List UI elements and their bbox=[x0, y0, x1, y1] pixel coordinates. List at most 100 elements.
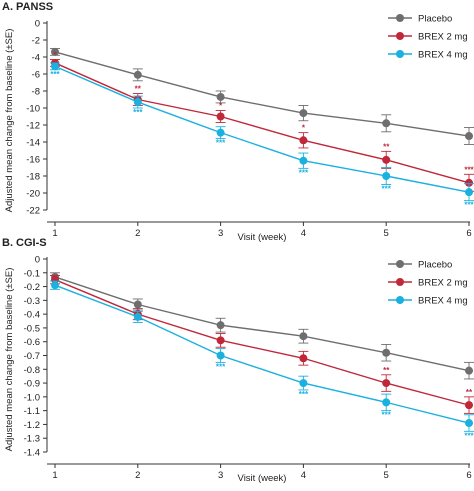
x-tick-label: 5 bbox=[384, 470, 389, 481]
x-tick-label: 1 bbox=[52, 228, 57, 239]
legend-label: BREX 4 mg bbox=[418, 296, 468, 307]
y-tick-label: -14 bbox=[26, 138, 40, 149]
data-point bbox=[51, 275, 59, 284]
y-tick-label: -4 bbox=[32, 53, 40, 64]
data-point bbox=[382, 398, 391, 407]
y-tick-label: -20 bbox=[26, 189, 40, 200]
series-brex-2-mg: ********** bbox=[50, 51, 474, 192]
data-point bbox=[216, 321, 225, 330]
series-brex-4-mg: *** *** *** *** *** *** bbox=[50, 62, 474, 210]
y-tick-label: 0 bbox=[35, 19, 40, 30]
series-brex-4-mg: *** *** *** *** bbox=[50, 280, 474, 440]
data-point bbox=[382, 172, 391, 180]
data-point bbox=[216, 112, 225, 121]
data-point bbox=[465, 401, 473, 410]
x-tick-label: 2 bbox=[135, 228, 140, 239]
series-line bbox=[54, 279, 470, 406]
y-tick-label: -1.3 bbox=[24, 434, 40, 445]
data-point bbox=[133, 300, 142, 309]
significance-annotation: *** bbox=[216, 139, 226, 148]
significance-annotation: *** bbox=[133, 108, 143, 117]
y-tick-label: -0.1 bbox=[24, 268, 40, 279]
series-line bbox=[54, 65, 470, 193]
y-tick-label: -0.5 bbox=[24, 323, 40, 334]
data-point bbox=[299, 332, 308, 341]
x-tick-label: 6 bbox=[466, 470, 471, 481]
significance-annotation: *** bbox=[382, 185, 392, 194]
legend: Placebo BREX 2 mg BREX 4 mg bbox=[388, 14, 468, 61]
x-tick-label: 4 bbox=[301, 228, 306, 239]
data-point bbox=[299, 379, 308, 388]
legend-marker bbox=[396, 14, 404, 22]
legend: Placebo BREX 2 mg BREX 4 mg bbox=[388, 260, 468, 307]
chart-panel-1: A. PANSS 0 -2 -4 -6 -8 -10 -12 -14 -16 -18 -20 -22 1 2… bbox=[2, 1, 474, 243]
legend-label: Placebo bbox=[418, 14, 452, 25]
y-tick-label: -1.2 bbox=[24, 420, 40, 431]
significance-annotation: ** bbox=[383, 366, 390, 375]
y-tick-label: -0.2 bbox=[24, 282, 40, 293]
y-tick-label: -18 bbox=[26, 172, 40, 183]
legend-marker bbox=[396, 32, 404, 40]
x-axis-label: Visit (week) bbox=[238, 473, 287, 484]
series-placebo bbox=[50, 47, 474, 146]
x-tick-label: 3 bbox=[218, 470, 223, 481]
y-tick-label: -8 bbox=[32, 87, 40, 98]
x-tick-label: 2 bbox=[135, 470, 140, 481]
y-tick-label: -0.7 bbox=[24, 351, 40, 362]
x-axis-label: Visit (week) bbox=[238, 232, 287, 243]
legend-label: BREX 4 mg bbox=[418, 50, 468, 61]
legend-label: BREX 2 mg bbox=[418, 278, 468, 289]
data-point bbox=[299, 136, 308, 145]
significance-annotation: ** bbox=[466, 388, 473, 397]
x-tick-label: 4 bbox=[301, 470, 306, 481]
x-tick-label: 5 bbox=[384, 228, 389, 239]
series-line bbox=[54, 62, 470, 184]
data-point bbox=[382, 119, 391, 128]
y-tick-label: -2 bbox=[32, 36, 40, 47]
legend-marker bbox=[396, 50, 404, 58]
data-point bbox=[133, 70, 142, 79]
data-point bbox=[465, 178, 473, 187]
y-tick-label: -0.8 bbox=[24, 365, 40, 376]
chart-title: A. PANSS bbox=[2, 1, 53, 13]
data-point bbox=[51, 47, 59, 56]
data-point bbox=[133, 98, 142, 107]
series-line bbox=[54, 284, 470, 424]
data-point bbox=[465, 366, 473, 375]
data-point bbox=[216, 92, 225, 101]
data-point bbox=[465, 188, 473, 197]
legend-marker bbox=[396, 260, 404, 268]
data-point bbox=[382, 348, 391, 357]
data-point bbox=[465, 132, 473, 141]
significance-annotation: *** bbox=[216, 362, 226, 371]
y-axis-label: Adjusted mean change from baseline (±SE) bbox=[4, 29, 15, 213]
significance-annotation: *** bbox=[299, 390, 309, 399]
data-point bbox=[133, 312, 142, 321]
data-point bbox=[299, 354, 308, 363]
y-tick-label: -22 bbox=[26, 206, 40, 217]
data-point bbox=[51, 62, 59, 71]
significance-annotation: *** bbox=[50, 70, 60, 79]
significance-annotation: *** bbox=[382, 411, 392, 420]
y-tick-label: -0.3 bbox=[24, 296, 40, 307]
data-point bbox=[465, 419, 473, 428]
data-point bbox=[51, 281, 59, 290]
legend-marker bbox=[396, 296, 404, 304]
significance-annotation: *** bbox=[464, 165, 474, 174]
y-tick-label: -1.0 bbox=[24, 392, 40, 403]
data-point bbox=[299, 156, 308, 165]
legend-label: BREX 2 mg bbox=[418, 32, 468, 43]
data-point bbox=[382, 379, 391, 388]
x-tick-label: 1 bbox=[52, 470, 57, 481]
x-tick-label: 3 bbox=[218, 228, 223, 239]
series-line bbox=[54, 276, 470, 372]
significance-annotation: *** bbox=[299, 168, 309, 177]
y-axis-label: Adjusted mean change from baseline (±SE) bbox=[4, 268, 15, 452]
y-tick-label: -6 bbox=[32, 70, 40, 81]
significance-annotation: * bbox=[53, 51, 57, 60]
y-tick-label: 0 bbox=[35, 255, 40, 266]
chart-panel-2: B. CGI-S 0 -0.1 -0.2 -0.3 -0.4 -0.5 -0.6 -0.7 -0.… bbox=[2, 237, 474, 484]
y-tick-label: -0.4 bbox=[24, 310, 40, 321]
y-tick-label: -16 bbox=[26, 155, 40, 166]
